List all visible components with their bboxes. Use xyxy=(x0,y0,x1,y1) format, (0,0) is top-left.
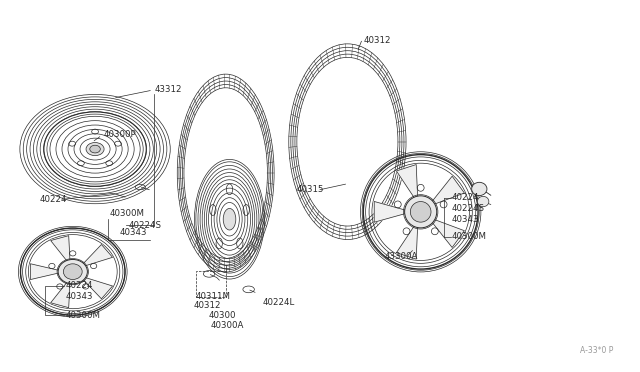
Text: 43312: 43312 xyxy=(154,85,182,94)
Ellipse shape xyxy=(58,259,88,284)
Text: 40343: 40343 xyxy=(66,292,93,301)
Polygon shape xyxy=(396,225,418,259)
Text: 40343: 40343 xyxy=(452,215,479,224)
Text: A-33*0 P: A-33*0 P xyxy=(580,346,613,355)
Text: 43300A: 43300A xyxy=(385,251,419,261)
Text: 40300A: 40300A xyxy=(211,321,244,330)
Text: 40300P: 40300P xyxy=(103,130,136,139)
Polygon shape xyxy=(83,244,113,266)
Polygon shape xyxy=(431,176,465,205)
Text: 40224L: 40224L xyxy=(262,298,295,307)
Polygon shape xyxy=(374,202,406,222)
Polygon shape xyxy=(431,219,465,247)
Text: 40315: 40315 xyxy=(296,185,324,194)
Polygon shape xyxy=(31,264,60,279)
Text: 40300M: 40300M xyxy=(109,209,145,218)
Text: 40224: 40224 xyxy=(452,193,479,202)
Polygon shape xyxy=(51,282,70,308)
Text: 40311M: 40311M xyxy=(196,292,231,301)
Text: 40312: 40312 xyxy=(364,36,391,45)
Polygon shape xyxy=(51,235,70,262)
Text: 40224: 40224 xyxy=(40,195,67,204)
Ellipse shape xyxy=(410,202,431,222)
Text: 40224S: 40224S xyxy=(452,204,485,214)
Ellipse shape xyxy=(90,145,100,153)
Bar xyxy=(196,271,227,297)
Text: 40224S: 40224S xyxy=(129,221,162,230)
Ellipse shape xyxy=(472,182,487,196)
Ellipse shape xyxy=(63,264,82,279)
Text: 40300: 40300 xyxy=(209,311,236,320)
Polygon shape xyxy=(396,164,418,199)
Text: 40343: 40343 xyxy=(120,228,147,237)
Ellipse shape xyxy=(477,196,489,207)
Ellipse shape xyxy=(86,142,104,155)
Ellipse shape xyxy=(223,208,236,230)
Text: 40300M: 40300M xyxy=(66,311,100,320)
Text: 40312: 40312 xyxy=(194,301,221,311)
Text: 40224: 40224 xyxy=(66,281,93,290)
Polygon shape xyxy=(83,277,113,299)
Text: 40300M: 40300M xyxy=(452,232,487,241)
Ellipse shape xyxy=(404,196,436,228)
